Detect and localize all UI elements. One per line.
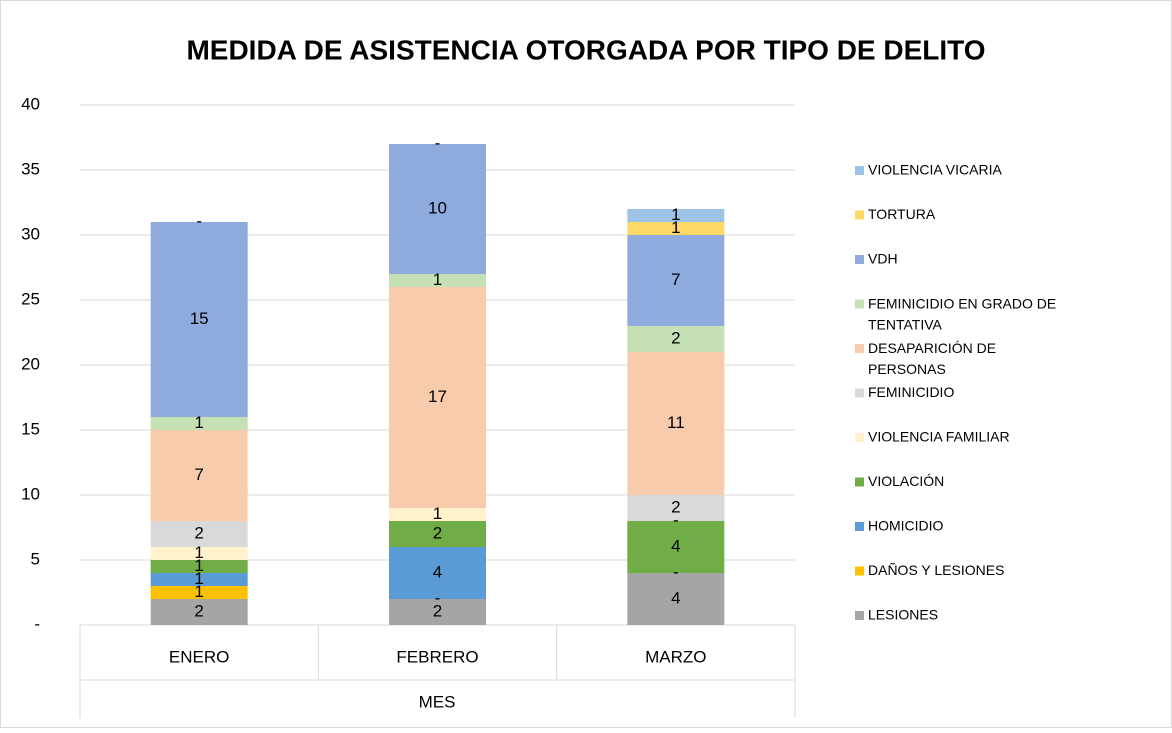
bar-segment xyxy=(389,521,486,547)
data-label: 1 xyxy=(194,413,203,432)
y-tick-label: 25 xyxy=(21,289,40,308)
bar-segment xyxy=(389,274,486,287)
data-label: 1 xyxy=(671,218,680,237)
bar-segment xyxy=(627,235,725,326)
legend-label: VDH xyxy=(868,251,898,267)
y-tick-label: - xyxy=(34,614,40,633)
bar-segment xyxy=(150,547,248,560)
data-label: 2 xyxy=(433,601,442,620)
data-label: 4 xyxy=(433,562,442,581)
legend-label: FEMINICIDIO xyxy=(868,384,954,400)
x-tick-label: ENERO xyxy=(169,647,229,666)
legend-label: DAÑOS Y LESIONES xyxy=(868,562,1004,578)
legend-swatch xyxy=(855,566,864,576)
legend-swatch xyxy=(855,388,864,398)
bar-segment xyxy=(150,222,248,417)
bar-segment xyxy=(627,222,725,235)
bar-segment xyxy=(389,287,486,508)
data-label: - xyxy=(435,133,441,152)
bar-segment xyxy=(150,560,248,573)
bar-segment xyxy=(150,430,248,521)
data-label: 15 xyxy=(190,309,209,328)
legend-label: VIOLENCIA VICARIA xyxy=(868,162,1002,178)
y-tick-label: 35 xyxy=(21,159,40,178)
data-label: - xyxy=(673,510,679,529)
data-label: 1 xyxy=(433,504,442,523)
y-tick-label: 15 xyxy=(21,419,40,438)
data-label: 1 xyxy=(194,582,203,601)
x-axis-label: MES xyxy=(419,692,456,711)
legend-label: VIOLENCIA FAMILIAR xyxy=(868,429,1010,445)
bar-segment xyxy=(389,599,486,625)
legend-swatch xyxy=(855,210,864,220)
y-tick-label: 30 xyxy=(21,224,40,243)
legend-label: HOMICIDIO xyxy=(868,518,944,534)
y-tick-label: 5 xyxy=(31,549,40,568)
bar-segment xyxy=(627,209,725,222)
data-label: 1 xyxy=(194,569,203,588)
data-label: 7 xyxy=(194,465,203,484)
data-label: 1 xyxy=(194,543,203,562)
legend-swatch xyxy=(855,433,864,442)
data-label: 17 xyxy=(428,387,447,406)
data-label: 7 xyxy=(671,270,680,289)
data-label: 2 xyxy=(194,523,203,542)
bar-segment xyxy=(150,417,248,430)
legend-label: DESAPARICIÓN DE PERSONAS xyxy=(868,340,996,377)
bar-segment xyxy=(389,547,486,599)
data-label: 2 xyxy=(671,328,680,347)
data-label: 1 xyxy=(433,270,442,289)
bar-segment xyxy=(627,521,725,573)
data-label: 1 xyxy=(194,556,203,575)
bar-segment xyxy=(389,508,486,521)
bar-segment xyxy=(627,495,725,521)
data-label: 2 xyxy=(433,523,442,542)
data-label: 2 xyxy=(671,497,680,516)
bar-segment xyxy=(150,521,248,547)
legend-label: FEMINICIDIO EN GRADO DE TENTATIVA xyxy=(868,295,1056,332)
data-label: - xyxy=(435,588,441,607)
legend-swatch xyxy=(855,255,864,264)
data-label: 11 xyxy=(667,413,685,432)
x-tick-label: FEBRERO xyxy=(396,647,478,666)
legend-swatch xyxy=(855,522,864,531)
bar-segment xyxy=(627,573,725,625)
data-label: 4 xyxy=(671,536,680,555)
data-label: - xyxy=(196,211,202,230)
bar-segment xyxy=(627,352,725,495)
bar-segment xyxy=(150,586,248,599)
bar-segment xyxy=(150,599,248,625)
legend-swatch xyxy=(855,166,864,175)
legend-swatch xyxy=(855,611,864,620)
data-label: 2 xyxy=(194,601,203,620)
data-label: 4 xyxy=(671,588,680,607)
legend-label: TORTURA xyxy=(868,206,936,222)
data-label: 1 xyxy=(671,205,680,224)
data-label: 10 xyxy=(428,198,447,217)
y-tick-label: 20 xyxy=(21,354,40,373)
legend-swatch xyxy=(855,477,864,487)
legend-label: LESIONES xyxy=(868,607,938,623)
data-label: - xyxy=(673,562,679,581)
legend-swatch xyxy=(855,299,864,309)
legend-swatch xyxy=(855,344,864,353)
y-tick-label: 40 xyxy=(21,94,40,113)
bar-segment xyxy=(389,144,486,274)
bar-segment xyxy=(150,573,248,586)
x-tick-label: MARZO xyxy=(645,647,706,666)
legend-label: VIOLACIÓN xyxy=(868,473,944,489)
chart-title: MEDIDA DE ASISTENCIA OTORGADA POR TIPO D… xyxy=(186,34,985,65)
y-tick-label: 10 xyxy=(21,484,40,503)
bar-segment xyxy=(627,326,725,352)
